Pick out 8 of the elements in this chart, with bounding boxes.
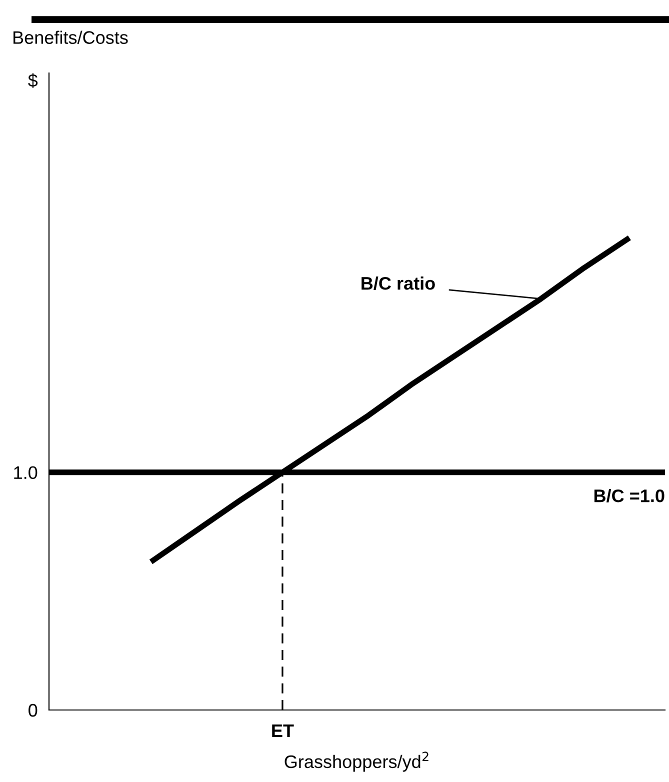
y-tick-label: 1.0: [14, 466, 38, 480]
annotation: B/C ratio: [362, 276, 435, 290]
y-tick-label: 0: [28, 704, 38, 717]
text: ET: [272, 724, 294, 737]
x-axis-title: Grasshoppers/yd$^{2}$: [284, 752, 428, 772]
ref-line-label: B/C =1.0: [594, 488, 664, 502]
y-axis-title: Benefits/Costs: [14, 30, 128, 44]
y-tick-label: $: [28, 73, 38, 88]
